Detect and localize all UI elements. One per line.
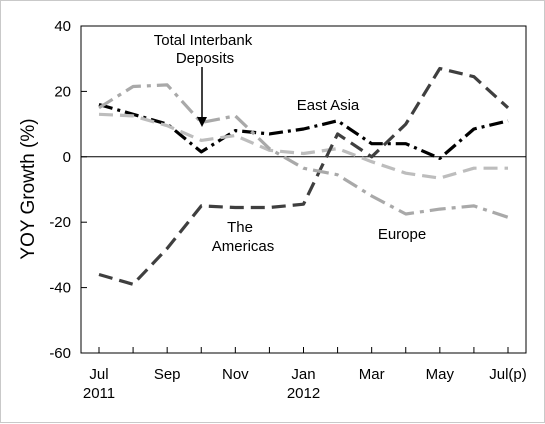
- series-line-total-interbank-deposits: [98, 102, 509, 160]
- annotation-total-interbank-line2: Deposits: [176, 50, 234, 67]
- x-tick-label: Jan: [291, 366, 315, 383]
- series-line-the-americas: [98, 66, 510, 286]
- annotation-americas-line2: Americas: [212, 238, 275, 255]
- x-tick-label: Nov: [222, 366, 249, 383]
- x-axis-ticks: Jul 2011 Sep Nov Jan 2012 Mar May Jul(p): [83, 347, 527, 402]
- plot-area-border: [80, 25, 527, 354]
- annotation-europe: Europe: [378, 226, 426, 243]
- annotation-east-asia: East Asia: [297, 97, 360, 114]
- x-tick-sublabel: 2012: [287, 385, 320, 402]
- series-line-east-asia: [98, 112, 508, 180]
- y-tick-label: 20: [54, 83, 71, 100]
- x-tick-sublabel: 2011: [83, 385, 115, 402]
- annotation-americas-line1: The: [227, 219, 253, 236]
- y-tick-label: 0: [63, 149, 71, 166]
- x-tick-label: Mar: [359, 366, 385, 383]
- x-tick-label: May: [426, 366, 455, 383]
- x-tick-label: Jul: [89, 366, 108, 383]
- y-tick-label: -20: [49, 214, 71, 231]
- series-group: [98, 66, 510, 286]
- y-tick-label: -60: [49, 345, 71, 362]
- y-tick-label: -40: [49, 280, 71, 297]
- annotation-arrow-head: [197, 117, 207, 127]
- y-axis-label: YOY Growth (%): [18, 118, 39, 259]
- y-axis-ticks: -60 -40 -20 0 20 40: [49, 18, 87, 362]
- x-tick-label: Jul(p): [489, 366, 527, 383]
- x-tick-label: Sep: [154, 366, 181, 383]
- annotation-total-interbank-line1: Total Interbank: [154, 32, 253, 49]
- series-line-europe: [98, 83, 509, 219]
- y-tick-label: 40: [54, 18, 71, 35]
